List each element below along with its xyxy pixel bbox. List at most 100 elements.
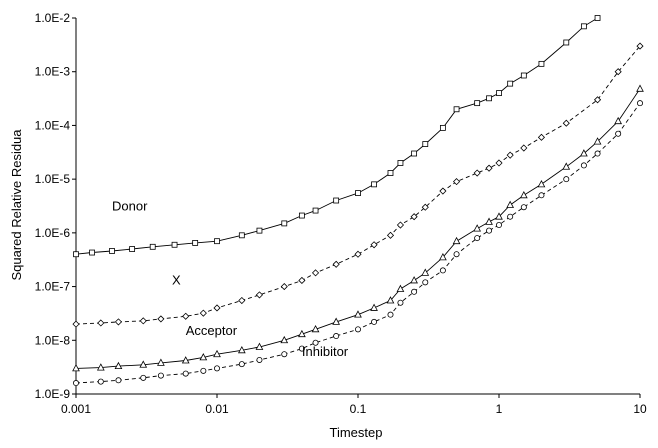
plot-frame xyxy=(75,18,640,395)
circle-marker xyxy=(182,370,189,377)
square-marker xyxy=(214,238,220,245)
triangle-marker xyxy=(114,361,123,370)
triangle-marker xyxy=(139,360,148,368)
circle-marker xyxy=(371,318,378,325)
square-marker xyxy=(192,240,199,246)
circle-marker xyxy=(495,222,502,229)
square-marker xyxy=(486,95,492,102)
circle-marker xyxy=(97,378,104,385)
diamond-marker xyxy=(182,312,190,320)
triangle-marker xyxy=(562,162,571,170)
square-marker xyxy=(129,246,136,252)
triangle-marker xyxy=(580,149,588,157)
triangle-marker xyxy=(495,212,503,220)
diamond-marker xyxy=(506,151,514,159)
square-marker xyxy=(507,80,514,87)
square-marker xyxy=(333,197,340,204)
diamond-marker xyxy=(452,178,461,186)
circle-marker xyxy=(333,333,340,340)
triangle-marker xyxy=(280,335,289,344)
triangle-marker xyxy=(354,310,362,318)
triangle-marker xyxy=(485,217,493,225)
circle-marker xyxy=(256,356,263,363)
x-axis-label: Timestep xyxy=(330,425,383,440)
diamond-marker xyxy=(238,296,246,305)
diamond-marker xyxy=(280,283,288,291)
circle-marker xyxy=(157,372,164,379)
square-marker xyxy=(422,141,429,147)
square-marker xyxy=(89,249,95,256)
square-marker xyxy=(580,23,587,30)
triangle-marker xyxy=(593,137,602,145)
series-inhibitor xyxy=(73,100,644,387)
triangle-marker xyxy=(72,364,80,372)
y-ticks: 1.0E-9 1.0E-8 1.0E-7 1.0E-6 1.0E-5 1.0E-4 1.0E… xyxy=(35,11,76,401)
diamond-marker xyxy=(97,319,105,327)
circle-marker xyxy=(615,130,622,137)
triangle-marker xyxy=(519,190,528,199)
triangle-marker xyxy=(636,84,644,92)
triangle-marker xyxy=(473,224,482,232)
triangle-marker xyxy=(370,303,378,311)
diamond-marker xyxy=(311,269,320,277)
diamond-marker xyxy=(520,144,528,152)
y-tick-label: 1.0E-8 xyxy=(35,333,71,347)
square-marker xyxy=(73,251,79,258)
triangle-marker xyxy=(332,317,341,325)
diamond-marker xyxy=(157,315,165,323)
circle-marker xyxy=(73,380,80,387)
triangle-marker xyxy=(421,268,430,276)
circle-marker xyxy=(213,365,220,372)
diamond-marker xyxy=(213,304,221,312)
circle-marker xyxy=(115,377,122,384)
circle-marker xyxy=(520,204,527,211)
diamond-marker xyxy=(396,221,405,229)
circle-marker xyxy=(411,288,418,295)
series-line-inhibitor xyxy=(75,102,641,384)
circle-marker xyxy=(140,374,147,381)
series-label-acceptor: Acceptor xyxy=(186,323,238,338)
triangle-marker xyxy=(157,358,165,366)
square-marker xyxy=(171,241,178,248)
diamond-marker xyxy=(199,309,207,317)
series-label-x: X xyxy=(172,272,181,287)
circle-marker xyxy=(538,192,545,199)
circle-marker xyxy=(439,267,446,274)
y-tick-label: 1.0E-9 xyxy=(35,387,71,401)
circle-marker xyxy=(238,361,245,368)
series-acceptor xyxy=(72,84,644,372)
triangle-marker xyxy=(452,236,461,245)
diamond-marker xyxy=(593,96,602,104)
triangle-marker xyxy=(298,329,306,338)
square-marker xyxy=(281,220,288,227)
square-marker xyxy=(538,60,545,67)
diamond-marker xyxy=(255,291,264,299)
triangle-marker xyxy=(311,324,320,333)
series-donor xyxy=(73,15,601,258)
diamond-marker xyxy=(298,276,306,285)
circle-marker xyxy=(422,279,429,286)
diamond-marker xyxy=(614,68,622,76)
circle-marker xyxy=(563,176,570,183)
y-tick-label: 1.0E-3 xyxy=(35,65,71,79)
y-axis-label: Squared Relative Residua xyxy=(9,129,24,281)
y-tick-label: 1.0E-6 xyxy=(35,226,71,240)
square-marker xyxy=(355,190,361,196)
series-x xyxy=(72,42,644,328)
circle-marker xyxy=(594,150,601,157)
triangle-marker xyxy=(181,356,190,364)
square-marker xyxy=(109,248,115,254)
x-tick-label: 1 xyxy=(496,402,503,416)
diamond-marker xyxy=(370,241,378,249)
x-tick-label: 0.001 xyxy=(61,402,91,416)
diamond-marker xyxy=(485,164,493,172)
diamond-marker xyxy=(114,318,123,326)
circle-marker xyxy=(580,162,587,169)
square-marker xyxy=(439,124,446,131)
series-label-donor: Donor xyxy=(112,199,148,214)
series-label-inhibitor: Inhibitor xyxy=(302,344,349,359)
diamond-marker xyxy=(636,42,644,50)
y-tick-label: 1.0E-5 xyxy=(35,172,71,186)
x-ticks: 0.001 0.01 0.1 1 10 xyxy=(61,394,647,416)
y-tick-label: 1.0E-2 xyxy=(35,11,71,25)
